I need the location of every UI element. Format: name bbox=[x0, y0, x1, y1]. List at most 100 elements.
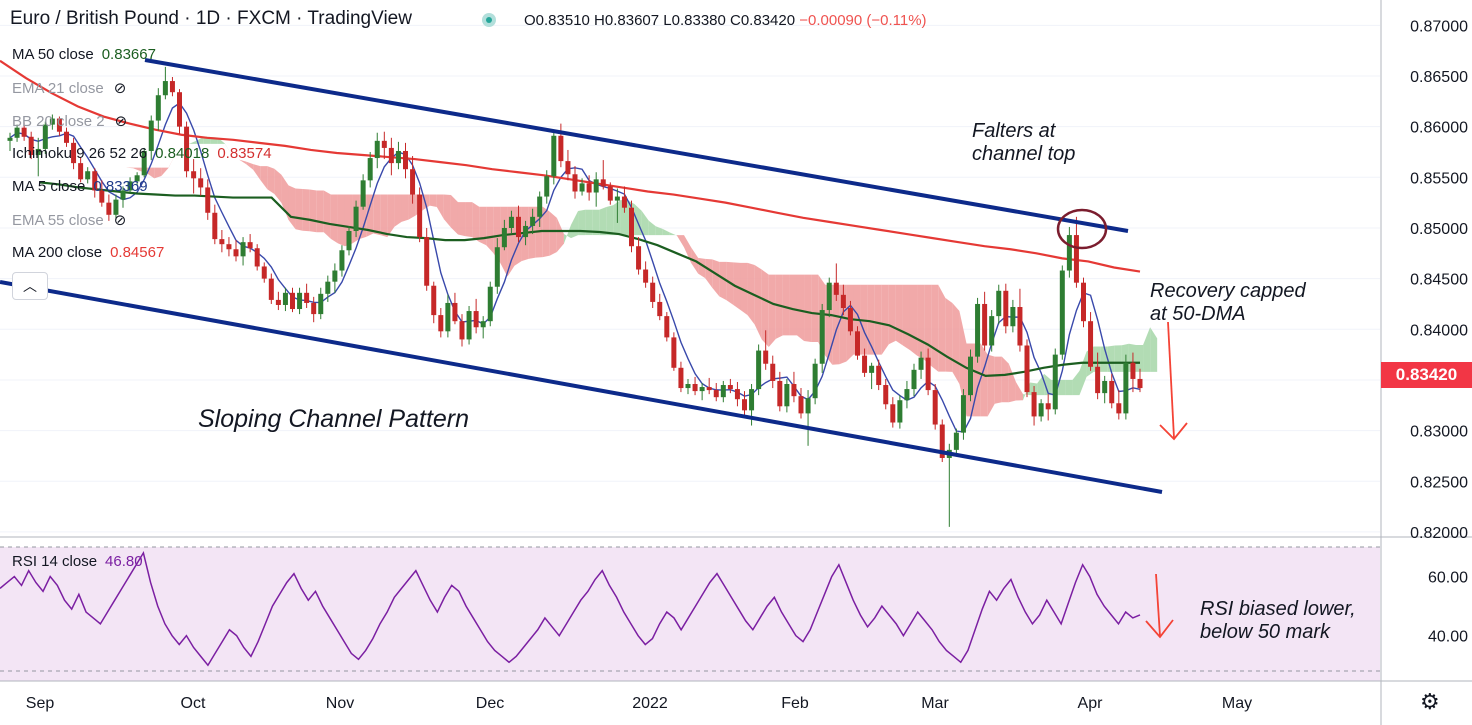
hidden-eye-icon[interactable]: ⊘ bbox=[113, 212, 127, 229]
candle bbox=[1081, 277, 1086, 328]
candle-body bbox=[431, 285, 437, 316]
legend-ema55[interactable]: EMA 55 close ⊘ bbox=[12, 211, 126, 229]
legend-ma200[interactable]: MA 200 close 0.84567 bbox=[12, 244, 164, 261]
candle bbox=[332, 263, 338, 293]
ichimoku-cloud-bearish bbox=[1001, 356, 1009, 403]
candle-body bbox=[621, 196, 627, 208]
candle-body bbox=[254, 248, 260, 267]
candle bbox=[523, 220, 529, 246]
candle-body bbox=[671, 337, 677, 368]
candle bbox=[530, 208, 536, 235]
collapse-legend-button[interactable]: ︿ bbox=[12, 272, 48, 300]
candle bbox=[233, 240, 239, 262]
candle bbox=[487, 281, 493, 327]
legend-ema21[interactable]: EMA 21 close ⊘ bbox=[12, 79, 126, 97]
candle-body bbox=[120, 190, 126, 200]
price-tick-label: 0.84500 bbox=[1410, 272, 1468, 289]
ichimoku-cloud-bearish bbox=[337, 194, 345, 247]
candle-body bbox=[770, 363, 776, 381]
candle-body bbox=[127, 181, 133, 191]
candle-body bbox=[629, 207, 634, 247]
candle-body bbox=[720, 385, 726, 398]
ichimoku-cloud-bearish bbox=[394, 194, 402, 227]
price-tick-label: 0.84000 bbox=[1410, 322, 1468, 339]
legend-label: RSI 14 close bbox=[12, 553, 98, 570]
ichimoku-cloud-bearish bbox=[952, 302, 960, 385]
candlesticks bbox=[7, 66, 1143, 527]
candle bbox=[847, 300, 853, 336]
candle bbox=[1088, 312, 1094, 371]
candle-body bbox=[523, 225, 529, 238]
ichimoku-cloud-bullish bbox=[1143, 327, 1151, 372]
legend-ma5[interactable]: MA 5 close 0.83369 bbox=[12, 178, 148, 195]
ichimoku-cloud-bearish bbox=[832, 284, 840, 365]
candle-body bbox=[939, 424, 945, 458]
candle bbox=[1109, 373, 1115, 409]
candle bbox=[35, 137, 41, 177]
candle-body bbox=[713, 390, 719, 398]
candle-body bbox=[530, 216, 536, 226]
candle-body bbox=[318, 293, 324, 315]
candle-body bbox=[353, 206, 359, 232]
annotation-line: RSI biased lower, bbox=[1200, 598, 1356, 620]
candle-body bbox=[106, 202, 112, 215]
candle-body bbox=[14, 127, 20, 138]
candle bbox=[374, 132, 380, 169]
candle bbox=[805, 390, 811, 446]
legend-ma50[interactable]: MA 50 close 0.83667 bbox=[12, 46, 156, 63]
ichimoku-cloud-bearish bbox=[683, 235, 692, 263]
candle-body bbox=[685, 384, 691, 389]
price-change: −0.00090 (−0.11%) bbox=[799, 12, 927, 29]
legend-rsi[interactable]: RSI 14 close 46.80 bbox=[12, 553, 143, 570]
candle-body bbox=[85, 171, 91, 180]
candle-body bbox=[805, 398, 811, 414]
channel-lower-line bbox=[0, 280, 1163, 494]
candle-body bbox=[833, 282, 839, 295]
candle-body bbox=[960, 395, 966, 433]
candle bbox=[367, 151, 373, 188]
ichimoku-cloud-bearish bbox=[239, 159, 247, 165]
candle bbox=[784, 378, 790, 413]
ichimoku-cloud-bearish bbox=[465, 202, 473, 238]
candle-body bbox=[551, 135, 557, 177]
annotation-falters: Falters at channel top bbox=[972, 120, 1075, 166]
legend-ichimoku[interactable]: Ichimoku 9 26 52 26 0.84018 0.83574 bbox=[12, 145, 272, 162]
settings-gear-icon[interactable]: ⚙ bbox=[1420, 689, 1440, 714]
candle bbox=[932, 384, 938, 430]
candle-body bbox=[473, 311, 479, 328]
ichimoku-cloud-bearish bbox=[133, 167, 141, 171]
ichimoku-cloud-bearish bbox=[676, 235, 684, 248]
hidden-eye-icon[interactable]: ⊘ bbox=[113, 80, 127, 97]
candle bbox=[798, 388, 804, 419]
candle bbox=[706, 377, 712, 395]
candle bbox=[304, 283, 310, 309]
ichimoku-cloud-bearish bbox=[881, 284, 889, 355]
legend-label: Ichimoku 9 26 52 26 bbox=[12, 145, 148, 162]
legend-bb20[interactable]: BB 20 close 2 ⊘ bbox=[12, 112, 127, 130]
candle-body bbox=[191, 171, 197, 179]
candle-body bbox=[162, 81, 168, 96]
candle-body bbox=[996, 290, 1002, 317]
last-price-tag: 0.83420 bbox=[1381, 362, 1472, 388]
candle bbox=[318, 287, 324, 320]
candle-body bbox=[826, 282, 832, 311]
ichimoku-cloud-bearish bbox=[754, 264, 762, 340]
hidden-eye-icon[interactable]: ⊘ bbox=[114, 113, 128, 130]
candle bbox=[1130, 352, 1136, 393]
price-tick-label: 0.85000 bbox=[1410, 221, 1468, 238]
candle-body bbox=[812, 363, 818, 399]
candle-body bbox=[657, 301, 663, 317]
candle-body bbox=[438, 315, 444, 332]
rsi-down-arrow bbox=[1145, 573, 1174, 639]
candle-body bbox=[212, 212, 218, 240]
ichimoku-cloud-bearish bbox=[443, 194, 451, 228]
candle-body bbox=[459, 321, 465, 340]
candle-body bbox=[664, 316, 670, 338]
candle bbox=[508, 210, 514, 234]
candle-body bbox=[565, 161, 571, 175]
candle-body bbox=[607, 186, 613, 201]
ichimoku-cloud-bearish bbox=[295, 188, 303, 231]
candle-body bbox=[261, 266, 267, 279]
candle bbox=[282, 287, 288, 312]
